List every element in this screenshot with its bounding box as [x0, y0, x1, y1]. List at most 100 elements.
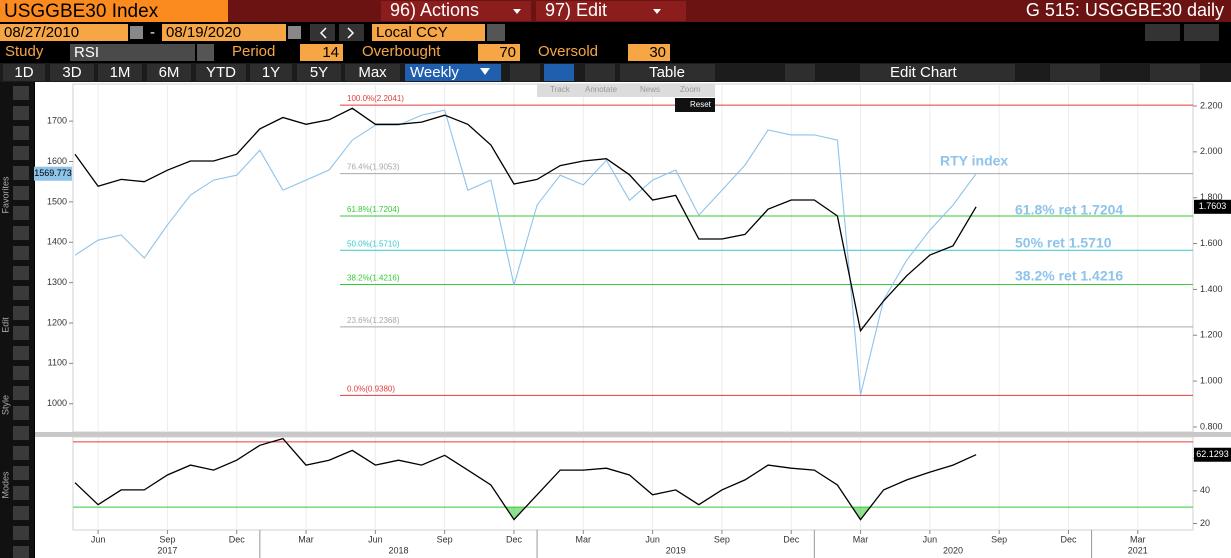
tool-icon[interactable] — [13, 446, 29, 460]
tool-icon[interactable] — [13, 246, 29, 260]
study-box[interactable] — [70, 44, 195, 61]
draw-button[interactable] — [1050, 64, 1100, 81]
oversold-box[interactable] — [628, 44, 670, 61]
chart-tool: Zoom — [680, 85, 701, 94]
tool-icon[interactable] — [13, 126, 29, 140]
chart-tool: Track — [550, 85, 571, 94]
tool-icon[interactable] — [13, 266, 29, 280]
overbought-label: Overbought — [362, 43, 441, 60]
year-label: 2020 — [943, 545, 963, 555]
edit-button[interactable] — [536, 1, 686, 21]
tool-icon[interactable] — [13, 166, 29, 180]
period-button[interactable] — [196, 64, 246, 81]
period-button-label: 6M — [159, 64, 180, 81]
tool-icon[interactable] — [13, 146, 29, 160]
collapse-button[interactable] — [785, 64, 815, 81]
frequency: Weekly — [410, 64, 459, 81]
year-label: 2021 — [1128, 545, 1148, 555]
last-value-tag-box — [1194, 199, 1231, 214]
y-tick-label: 1500 — [47, 196, 67, 206]
x-tick-label: Sep — [159, 534, 175, 544]
tool-icon[interactable] — [13, 206, 29, 220]
security-name: USGGBE30 Index — [4, 1, 159, 22]
end-date-box[interactable] — [162, 24, 286, 41]
tool-icon[interactable] — [13, 86, 29, 100]
end-date: 08/19/2020 — [166, 24, 241, 41]
tool-icon[interactable] — [13, 466, 29, 480]
table: Table — [649, 64, 685, 81]
y2-tick-label: 1.400 — [1200, 284, 1223, 294]
overbought: 70 — [499, 44, 516, 61]
period-box[interactable] — [300, 44, 343, 61]
security-box[interactable] — [0, 0, 228, 22]
table-button[interactable] — [620, 64, 715, 81]
y-tick-label: 1000 — [47, 398, 67, 408]
undo-button[interactable] — [1145, 24, 1180, 41]
actions-button[interactable] — [381, 1, 531, 21]
reset-button[interactable] — [675, 98, 715, 112]
tool-icon[interactable] — [13, 366, 29, 380]
edit-chart-button[interactable] — [860, 64, 1015, 81]
tool-icon[interactable] — [13, 526, 29, 540]
tool-icon[interactable] — [13, 106, 29, 120]
period-button-label: 3D — [62, 64, 81, 81]
tool-icon[interactable] — [13, 426, 29, 440]
nav-arrows — [319, 27, 355, 39]
period-button[interactable] — [50, 64, 94, 81]
y-tick-label: 1200 — [47, 317, 67, 327]
tool-icon[interactable] — [13, 406, 29, 420]
overbought-box[interactable] — [478, 44, 520, 61]
period-button[interactable] — [3, 64, 45, 81]
tool-icon[interactable] — [13, 306, 29, 320]
y-tick-label: 1600 — [47, 156, 67, 166]
x-tick-label: Jun — [91, 534, 106, 544]
bar-style-button[interactable] — [544, 64, 574, 81]
redo-button[interactable] — [1184, 24, 1219, 41]
series-line — [74, 109, 977, 396]
period-button-label: 1M — [110, 64, 131, 81]
retracement-label: 100.0%(2.2041) — [347, 94, 404, 103]
period-button-label: 5Y — [310, 64, 328, 81]
panel-divider[interactable] — [35, 432, 1231, 437]
frequency-button[interactable] — [405, 64, 501, 81]
date-separator: - — [150, 24, 155, 41]
calendar-icon[interactable] — [288, 26, 301, 39]
style-dropdown[interactable] — [585, 64, 615, 81]
x-tick-label: Sep — [991, 534, 1007, 544]
start-date-box[interactable] — [0, 24, 128, 41]
y2-tick-label: 2.200 — [1200, 100, 1223, 110]
line-style-button[interactable] — [510, 64, 540, 81]
currency-dropdown[interactable] — [487, 24, 505, 41]
tool-icon[interactable] — [13, 486, 29, 500]
period-button[interactable] — [345, 64, 400, 81]
study-label: Study — [5, 43, 44, 60]
tool-icon[interactable] — [13, 546, 29, 558]
period-button[interactable] — [297, 64, 341, 81]
tool-icon[interactable] — [13, 506, 29, 520]
tool-icon[interactable] — [13, 186, 29, 200]
annotation: 38.2% ret 1.4216 — [1015, 268, 1123, 284]
chart-tool: Annotate — [585, 85, 618, 94]
x-tick-label: Dec — [229, 534, 246, 544]
currency-box[interactable] — [372, 24, 485, 41]
calendar-icon[interactable] — [130, 26, 143, 39]
series-line — [74, 107, 977, 333]
tool-icon[interactable] — [13, 226, 29, 240]
tool-icon[interactable] — [13, 346, 29, 360]
period-button[interactable] — [250, 64, 292, 81]
period-button[interactable] — [98, 64, 142, 81]
tool-icon[interactable] — [13, 326, 29, 340]
x-tick-label: Dec — [506, 534, 523, 544]
period-button[interactable] — [147, 64, 191, 81]
x-tick-label: Sep — [437, 534, 453, 544]
tool-icon[interactable] — [13, 286, 29, 300]
series-line — [74, 437, 977, 521]
y2-tick-label: 2.000 — [1200, 146, 1223, 156]
x-tick-label: Mar — [853, 534, 869, 544]
study-dropdown[interactable] — [197, 44, 214, 61]
tool-icon[interactable] — [13, 386, 29, 400]
settings-button[interactable] — [1150, 64, 1200, 81]
x-tick-label: Dec — [783, 534, 800, 544]
